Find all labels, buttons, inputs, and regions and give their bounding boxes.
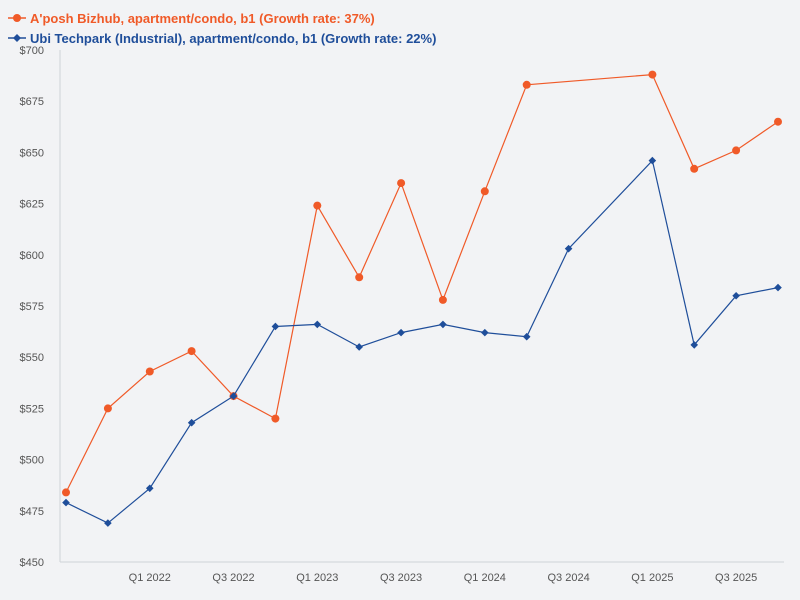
data-point	[355, 343, 363, 351]
series-line-0	[65, 73, 779, 493]
y-tick-label: $450	[20, 557, 44, 569]
legend-item-aposh[interactable]: A'posh Bizhub, apartment/condo, b1 (Grow…	[8, 8, 436, 28]
data-point	[774, 283, 782, 292]
y-tick-label: $625	[20, 199, 44, 211]
legend: A'posh Bizhub, apartment/condo, b1 (Grow…	[8, 8, 436, 48]
data-point	[439, 320, 447, 329]
data-point	[564, 244, 573, 253]
data-point	[313, 201, 322, 210]
series-line-1	[65, 159, 779, 524]
data-point	[522, 80, 531, 89]
data-point	[397, 328, 405, 337]
data-point	[187, 347, 196, 356]
data-point	[62, 488, 70, 497]
data-point	[145, 484, 154, 493]
x-tick-label: Q3 2022	[212, 572, 254, 584]
y-tick-label: $675	[20, 96, 44, 108]
legend-label-aposh: A'posh Bizhub, apartment/condo, b1 (Grow…	[30, 10, 375, 26]
data-point	[104, 519, 112, 527]
y-tick-label: $575	[20, 301, 44, 313]
y-tick-label: $525	[20, 403, 44, 415]
data-point	[648, 156, 657, 165]
data-point	[103, 404, 112, 413]
data-point	[397, 179, 406, 188]
data-point	[732, 146, 741, 155]
y-tick-label: $500	[20, 455, 44, 467]
data-point	[480, 187, 489, 196]
data-point	[187, 418, 196, 427]
x-tick-label: Q1 2024	[464, 572, 506, 584]
legend-label-ubi: Ubi Techpark (Industrial), apartment/con…	[30, 30, 437, 46]
data-point	[355, 273, 364, 282]
data-point	[145, 367, 154, 376]
x-tick-label: Q3 2025	[715, 572, 757, 584]
data-point	[271, 322, 280, 331]
legend-item-ubi[interactable]: Ubi Techpark (Industrial), apartment/con…	[8, 28, 436, 48]
data-point	[481, 328, 489, 337]
x-tick-label: Q1 2023	[296, 572, 338, 584]
data-point	[648, 70, 657, 79]
data-point	[229, 392, 238, 400]
y-tick-label: $550	[20, 352, 44, 364]
data-point	[732, 291, 740, 300]
data-point	[774, 117, 782, 126]
x-tick-label: Q1 2022	[129, 572, 171, 584]
data-point	[313, 320, 322, 329]
y-tick-label: $700	[20, 45, 44, 57]
legend-swatch-ubi	[8, 34, 26, 42]
y-tick-label: $475	[20, 506, 44, 518]
x-tick-label: Q3 2023	[380, 572, 422, 584]
data-point	[522, 332, 531, 341]
x-tick-label: Q1 2025	[631, 572, 673, 584]
data-point	[690, 164, 699, 173]
y-tick-label: $600	[20, 250, 44, 262]
legend-swatch-aposh	[8, 14, 26, 22]
data-point	[62, 498, 70, 507]
x-tick-label: Q3 2024	[547, 572, 589, 584]
data-point	[271, 414, 280, 423]
y-tick-label: $650	[20, 147, 44, 159]
data-point	[690, 341, 699, 349]
data-point	[438, 295, 447, 304]
